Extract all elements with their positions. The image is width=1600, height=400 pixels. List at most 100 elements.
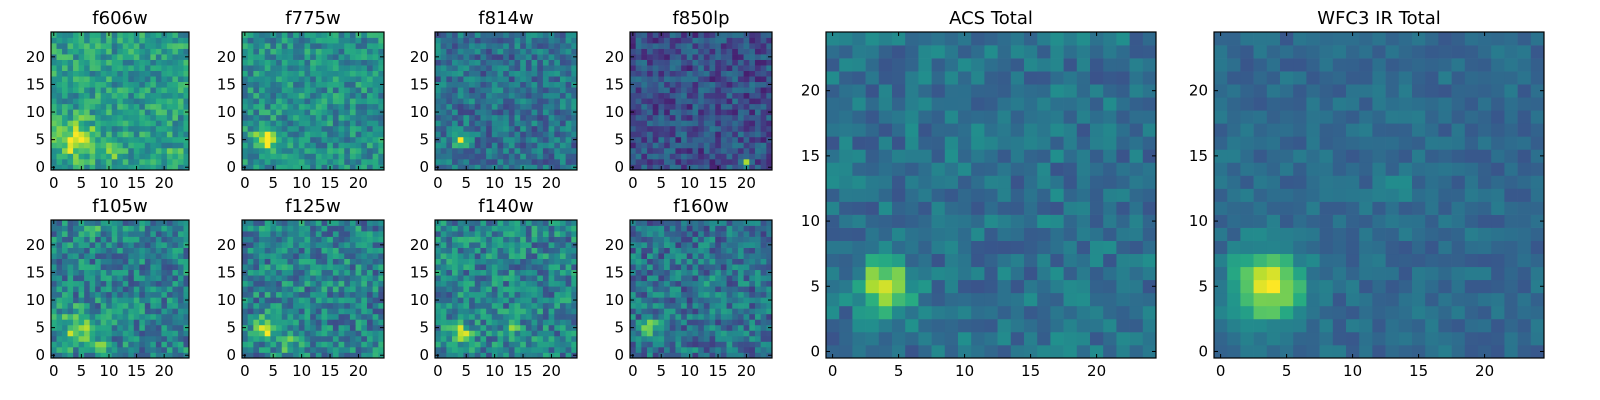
heatmap-cell [150,136,157,143]
heatmap-cell [166,324,173,331]
heatmap-cell [172,125,179,132]
heatmap-cell [525,48,532,55]
heatmap-cell [281,92,288,99]
heatmap-cell [692,286,699,293]
heatmap-cell [166,297,173,304]
heatmap-cell [372,242,379,248]
heatmap-cell [78,231,85,237]
heatmap-cell [166,302,173,309]
heatmap-cell [732,87,739,94]
heatmap-cell [122,269,129,276]
heatmap-cell [310,330,317,337]
heatmap-cell [62,247,68,254]
heatmap-cell [525,153,532,160]
heatmap-cell [732,324,739,331]
heatmap-cell [117,297,124,304]
heatmap-cell [743,59,750,66]
heatmap-cell [155,70,162,77]
heatmap-cell [117,70,124,77]
heatmap-cell [355,103,362,110]
heatmap-cell [686,153,693,160]
heatmap-cell [681,109,688,116]
heatmap-cell [681,324,688,331]
heatmap-cell [106,236,113,243]
heatmap-cell [166,70,173,77]
heatmap-cell [559,253,566,259]
heatmap-cell [304,125,311,132]
heatmap-cell [133,37,140,44]
heatmap-cell [344,120,351,127]
heatmap-cell [315,98,322,105]
heatmap-cell [122,220,129,226]
heatmap-cell [565,92,572,99]
heatmap-cell [276,142,283,149]
heatmap-cell [720,48,727,55]
heatmap-cell [732,335,739,342]
heatmap-cell [486,43,493,49]
heatmap-cell [692,54,699,60]
heatmap-cell [709,114,716,121]
heatmap-cell [327,114,334,121]
heatmap-cell [698,297,705,304]
heatmap-cell [338,264,345,271]
y-tick-label: 10 [605,103,624,121]
heatmap-cell [122,264,129,271]
heatmap-cell [321,54,328,60]
heatmap-cell [366,231,373,237]
heatmap-cell [253,247,260,254]
heatmap-cell [743,81,750,88]
heatmap-cell [514,103,521,110]
heatmap-cell [715,275,722,282]
heatmap-cell [709,341,716,348]
heatmap-cell [253,324,260,331]
heatmap-cell [106,158,113,165]
heatmap-cell [253,319,260,326]
heatmap-cell [128,242,135,248]
heatmap-cell [749,147,756,154]
heatmap-cell [122,247,129,254]
heatmap-cell [531,65,538,71]
heatmap-cell [565,54,572,60]
heatmap-cell [686,142,693,149]
heatmap-cell [497,319,504,326]
heatmap-cell [270,324,277,331]
heatmap-cell [344,76,351,83]
heatmap-cell [737,352,744,359]
heatmap-cell [253,346,260,353]
heatmap-cell [754,346,761,353]
heatmap-cell [287,59,294,66]
heatmap-cell [474,346,481,353]
heatmap-cell [327,65,334,71]
x-tick-label: 0 [49,174,59,192]
heatmap-cell [150,147,157,154]
heatmap-cell [117,335,124,342]
heatmap-cell [760,142,767,149]
heatmap-cells [435,220,578,359]
heatmap-cell [73,313,79,320]
heatmap-cell [177,125,184,132]
heatmap-cell [100,164,107,171]
heatmap-cell [571,225,578,232]
heatmap-cell [372,253,379,259]
heatmap-cell [520,87,527,94]
heatmap-cell [161,264,168,271]
heatmap-cell [486,120,493,127]
heatmap-cell [183,142,190,149]
heatmap-cell [681,76,688,83]
heatmap-cell [525,335,532,342]
heatmap-cell [542,286,549,293]
heatmap-cell [100,341,107,348]
heatmap-cell [78,291,85,298]
heatmap-cell [62,275,68,282]
heatmap-cell [95,43,102,49]
heatmap-cell [452,87,459,94]
x-tick-label: 10 [99,362,118,380]
heatmap-cell [715,120,722,127]
heatmap-cell [310,125,317,132]
heatmap-cell [681,153,688,160]
heatmap-cell [497,92,504,99]
heatmap-cell [760,297,767,304]
heatmap-cell [264,346,271,353]
heatmap-cell [715,65,722,71]
heatmap-cell [315,258,322,265]
